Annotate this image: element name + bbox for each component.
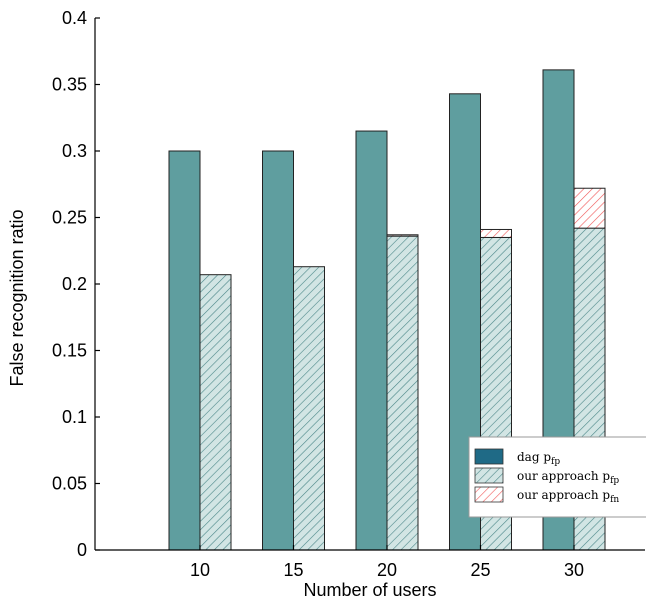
legend-swatch-our-pfn xyxy=(474,486,504,503)
x-tick-label: 30 xyxy=(564,560,584,580)
legend-label-dag-pfp-main: dag p xyxy=(517,450,551,464)
bar-our-pfp xyxy=(293,266,325,551)
bar-our-pfn xyxy=(386,234,419,237)
legend-swatch-dag-pfp xyxy=(474,448,504,465)
legend-label-our-pfn-main: our approach p xyxy=(517,488,610,502)
y-tick-label: 0.15 xyxy=(52,341,87,361)
x-tick-label: 20 xyxy=(377,560,397,580)
y-tick-label: 0.3 xyxy=(62,141,87,161)
x-tick-label: 25 xyxy=(470,560,490,580)
legend-label-dag-pfp-sub: fp xyxy=(551,457,560,467)
x-ticks-group: 10 15 20 25 30 xyxy=(190,545,584,580)
y-tick-label: 0.1 xyxy=(62,407,87,427)
bar-dag-pfp xyxy=(262,150,294,551)
y-ticks-group: 0 0.05 0.1 0.15 0.2 0.25 0.3 0.35 0.4 xyxy=(52,8,100,560)
y-tick-label: 0.4 xyxy=(62,8,87,28)
legend-label-our-pfn: our approach pfn xyxy=(517,488,619,505)
bar-dag-pfp xyxy=(355,130,388,551)
legend-swatch-our-pfp xyxy=(474,467,504,484)
legend-label-our-pfp: our approach pfp xyxy=(517,469,619,486)
y-tick-label: 0.25 xyxy=(52,208,87,228)
bar-our-pfn xyxy=(480,228,512,238)
x-tick-label: 10 xyxy=(190,560,210,580)
legend-label-dag-pfp: dag pfp xyxy=(517,450,560,467)
y-tick-label: 0.05 xyxy=(52,474,87,494)
x-axis-title: Number of users xyxy=(303,580,436,600)
x-tick-label: 15 xyxy=(283,560,303,580)
bar-our-pfp xyxy=(386,235,419,551)
legend-label-our-pfn-sub: fn xyxy=(610,495,619,505)
legend-label-our-pfp-main: our approach p xyxy=(517,469,610,483)
legend: dag pfp our approach pfp our approach pf… xyxy=(468,436,646,518)
bar-our-pfn xyxy=(573,187,606,229)
bar-dag-pfp xyxy=(168,150,201,551)
y-tick-label: 0.2 xyxy=(62,274,87,294)
y-axis-title: False recognition ratio xyxy=(7,209,27,386)
bar-our-pfp xyxy=(199,274,232,551)
legend-label-our-pfp-sub: fp xyxy=(610,476,619,486)
y-tick-label: 0.35 xyxy=(52,75,87,95)
y-tick-label: 0 xyxy=(77,540,87,560)
